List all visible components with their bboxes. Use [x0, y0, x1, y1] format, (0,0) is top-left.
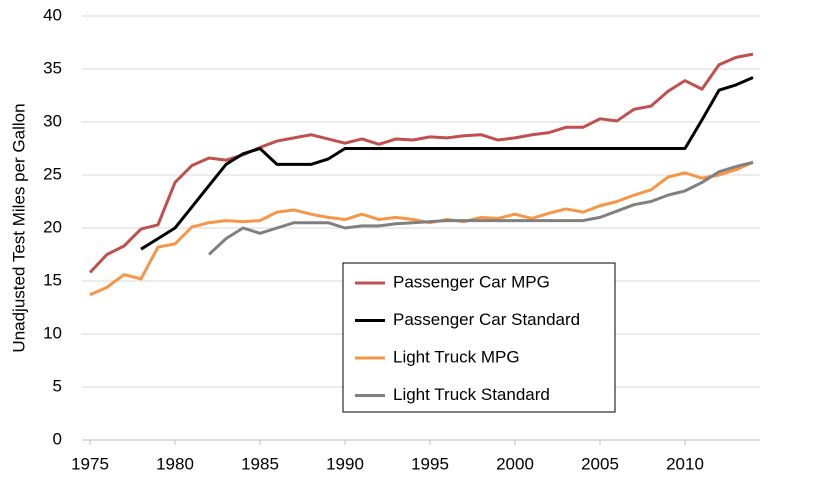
legend-box	[342, 262, 616, 413]
y-tick-label: 35	[43, 58, 62, 77]
y-tick-label: 5	[53, 376, 62, 395]
y-tick-label: 40	[43, 5, 62, 24]
legend-label: Light Truck MPG	[393, 347, 520, 366]
y-tick-label: 0	[53, 429, 62, 448]
x-tick-label: 1980	[156, 454, 194, 473]
y-tick-label: 15	[43, 270, 62, 289]
y-tick-label: 25	[43, 164, 62, 183]
y-tick-label: 30	[43, 111, 62, 130]
legend-label: Light Truck Standard	[393, 385, 550, 404]
legend-label: Passenger Car Standard	[393, 310, 580, 329]
series-line	[88, 52, 754, 274]
x-tick-label: 2005	[581, 454, 619, 473]
series-line	[207, 160, 754, 256]
x-tick-label: 1990	[326, 454, 364, 473]
x-tick-label: 1985	[241, 454, 279, 473]
x-tick-label: 2010	[666, 454, 704, 473]
y-tick-label: 20	[43, 217, 62, 236]
x-tick-label: 2000	[496, 454, 534, 473]
legend-label: Passenger Car MPG	[393, 272, 550, 291]
x-tick-label: 1995	[411, 454, 449, 473]
y-axis-label: Unadjusted Test Miles per Gallon	[9, 103, 28, 352]
series-line	[140, 76, 754, 251]
y-tick-label: 10	[43, 323, 62, 342]
x-tick-label: 1975	[71, 454, 109, 473]
